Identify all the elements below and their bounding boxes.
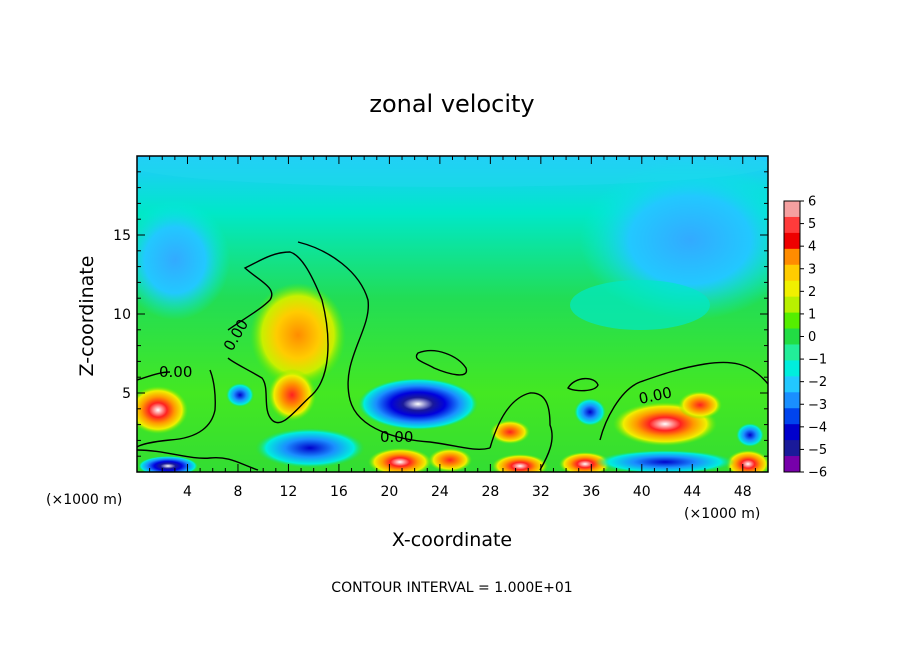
x-unit-left: (×1000 m) bbox=[46, 492, 122, 508]
colorbar-segment bbox=[784, 201, 800, 218]
y-axis-title: Z-coordinate bbox=[76, 256, 98, 377]
y-tick-label: 5 bbox=[122, 386, 131, 402]
colorbar-tick-label: 6 bbox=[808, 195, 816, 210]
small-blue-cell bbox=[226, 383, 254, 407]
warm-cell-1 bbox=[368, 448, 432, 472]
colorbar-segment bbox=[784, 312, 800, 330]
contour-label-1: 0.00 bbox=[159, 363, 192, 381]
x-tick-label: 48 bbox=[734, 484, 752, 500]
contour-label-3: 0.00 bbox=[380, 428, 413, 446]
cyan-band-top bbox=[137, 156, 768, 187]
colorbar-tick-label: 0 bbox=[808, 330, 816, 345]
colorbar-segment bbox=[784, 296, 800, 314]
right-red-jet-tail bbox=[678, 391, 722, 419]
colorbar-segment bbox=[784, 232, 800, 250]
x-tick-label: 8 bbox=[233, 484, 242, 500]
cyan-region-right bbox=[580, 160, 768, 320]
edge-blue-cell bbox=[736, 423, 764, 447]
colorbar-tick-label: −5 bbox=[808, 443, 827, 458]
x-tick-label: 4 bbox=[183, 484, 192, 500]
x-unit-right: (×1000 m) bbox=[684, 506, 760, 522]
right-blue-cell bbox=[574, 398, 606, 426]
x-tick-label: 36 bbox=[582, 484, 600, 500]
colorbar-tick-label: 4 bbox=[808, 240, 816, 255]
x-tick-label: 44 bbox=[683, 484, 701, 500]
colorbar-tick-label: −4 bbox=[808, 420, 827, 435]
zero-contours bbox=[137, 241, 768, 471]
y-axis: 5 10 15 bbox=[113, 171, 768, 457]
contour-right bbox=[599, 361, 768, 441]
colorbar-segment bbox=[784, 344, 800, 361]
warm-cell-3 bbox=[490, 420, 530, 444]
plume-lower bbox=[268, 369, 316, 421]
colorbar-segment bbox=[784, 328, 800, 345]
y-tick-label: 10 bbox=[113, 307, 131, 323]
colorbar-tick-label: −1 bbox=[808, 353, 827, 368]
colorbar-segment bbox=[784, 280, 800, 298]
x-tick-label: 32 bbox=[532, 484, 550, 500]
colorbar-tick-label: 3 bbox=[808, 262, 816, 277]
y-tick-label: 15 bbox=[113, 228, 131, 244]
contour-small bbox=[567, 377, 599, 392]
contour-interval-note: CONTOUR INTERVAL = 1.000E+01 bbox=[331, 580, 572, 596]
cyan-region-mid bbox=[570, 280, 710, 330]
colorbar-segment bbox=[784, 440, 800, 457]
colorbar-segment bbox=[784, 456, 800, 473]
colorbar-segment bbox=[784, 216, 800, 234]
warm-cell-2 bbox=[428, 448, 472, 472]
colorbar-segment bbox=[784, 424, 800, 441]
right-blue-band bbox=[595, 450, 735, 472]
colorbar-segment bbox=[784, 248, 800, 266]
colorbar-tick-label: −3 bbox=[808, 398, 827, 413]
contour-plume bbox=[227, 251, 329, 424]
x-tick-label: 16 bbox=[330, 484, 348, 500]
colorbar-tick-label: −6 bbox=[808, 466, 827, 481]
contour-mid bbox=[489, 392, 553, 471]
colorbar-segment bbox=[784, 360, 800, 377]
chart-title: zonal velocity bbox=[369, 90, 534, 118]
contour-left bbox=[137, 369, 216, 448]
colorbar-segment bbox=[784, 408, 800, 425]
x-axis: 4 8 12 16 20 24 28 32 36 40 44 48 bbox=[149, 156, 756, 500]
colorbar: 6 5 4 3 2 1 0 −1 −2 −3 −4 −5 −6 bbox=[783, 195, 827, 481]
lower-blue-band bbox=[255, 428, 365, 468]
warm-cell-6 bbox=[726, 450, 768, 472]
warm-cell-4 bbox=[492, 454, 548, 472]
colorbar-tick-label: 5 bbox=[808, 217, 816, 232]
x-tick-label: 40 bbox=[633, 484, 651, 500]
x-tick-label: 28 bbox=[481, 484, 499, 500]
bottom-left-blue bbox=[138, 456, 198, 472]
colorbar-segment bbox=[784, 376, 800, 393]
colorbar-tick-label: −2 bbox=[808, 375, 827, 390]
warm-cell-5 bbox=[559, 452, 611, 472]
contour-island bbox=[415, 350, 468, 376]
colorbar-tick-label: 2 bbox=[808, 285, 816, 300]
central-blue-jet bbox=[358, 378, 478, 430]
x-tick-label: 24 bbox=[431, 484, 449, 500]
contour-plume-outer bbox=[297, 241, 491, 451]
colorbar-tick-label: 1 bbox=[808, 307, 816, 322]
colorbar-segment bbox=[784, 392, 800, 409]
left-red-blob bbox=[137, 386, 188, 434]
cyan-region-left bbox=[137, 200, 230, 320]
colorbar-segment bbox=[784, 264, 800, 282]
velocity-field bbox=[137, 156, 768, 472]
x-axis-title: X-coordinate bbox=[392, 529, 512, 551]
x-tick-label: 20 bbox=[380, 484, 398, 500]
contour-bottom-left bbox=[137, 449, 259, 471]
x-tick-label: 12 bbox=[280, 484, 298, 500]
plume-core bbox=[250, 283, 346, 387]
